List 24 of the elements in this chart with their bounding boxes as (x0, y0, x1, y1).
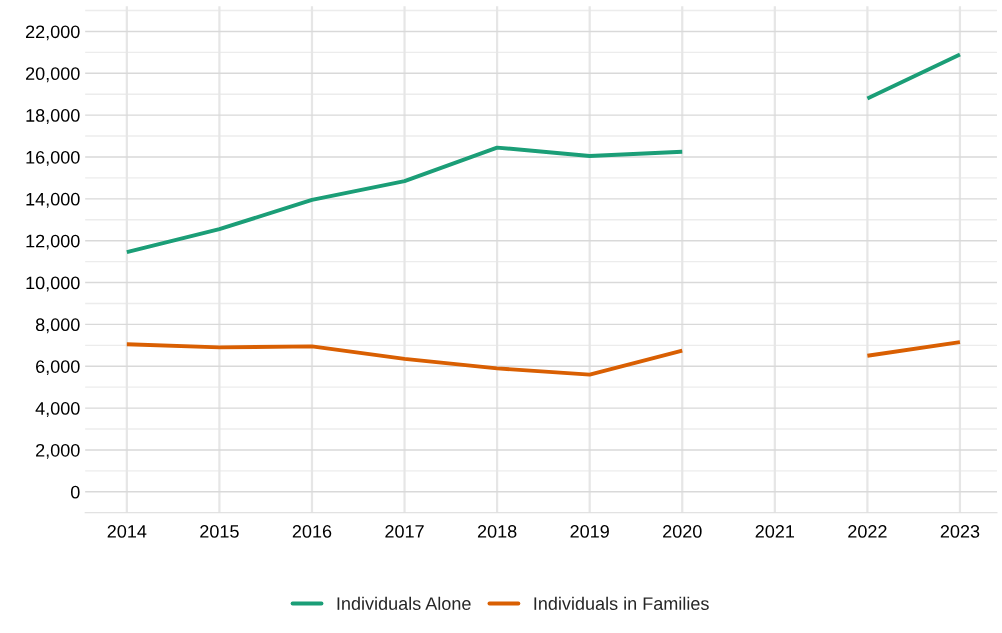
y-tick-label: 22,000 (26, 25, 80, 41)
x-tick-label: 2020 (663, 525, 702, 538)
x-tick-label: 2021 (755, 525, 795, 538)
y-tick-label: 2,000 (36, 443, 80, 459)
x-tick-label: 2016 (292, 525, 332, 538)
x-tick-label: 2014 (107, 525, 147, 538)
y-tick-label: 8,000 (35, 318, 80, 334)
x-tick-label: 2018 (477, 525, 517, 538)
x-tick-label: 2019 (570, 525, 609, 538)
y-tick-label: 14,000 (26, 192, 80, 208)
x-tick-label: 2017 (385, 525, 424, 538)
legend-label: Individuals Alone (337, 596, 471, 611)
y-tick-label: 0 (70, 485, 80, 499)
y-tick-label: 4,000 (35, 402, 80, 417)
y-tick-label: 6,000 (36, 360, 80, 376)
y-tick-label: 18,000 (26, 109, 80, 124)
x-tick-label: 2023 (940, 525, 980, 538)
x-tick-label: 2022 (848, 525, 887, 538)
x-tick-label: 2015 (200, 525, 239, 538)
y-tick-label: 12,000 (26, 234, 80, 250)
y-tick-label: 16,000 (26, 150, 80, 166)
y-tick-label: 10,000 (26, 276, 80, 292)
legend-label: Individuals in Families (534, 596, 709, 611)
y-tick-label: 20,000 (26, 67, 80, 83)
